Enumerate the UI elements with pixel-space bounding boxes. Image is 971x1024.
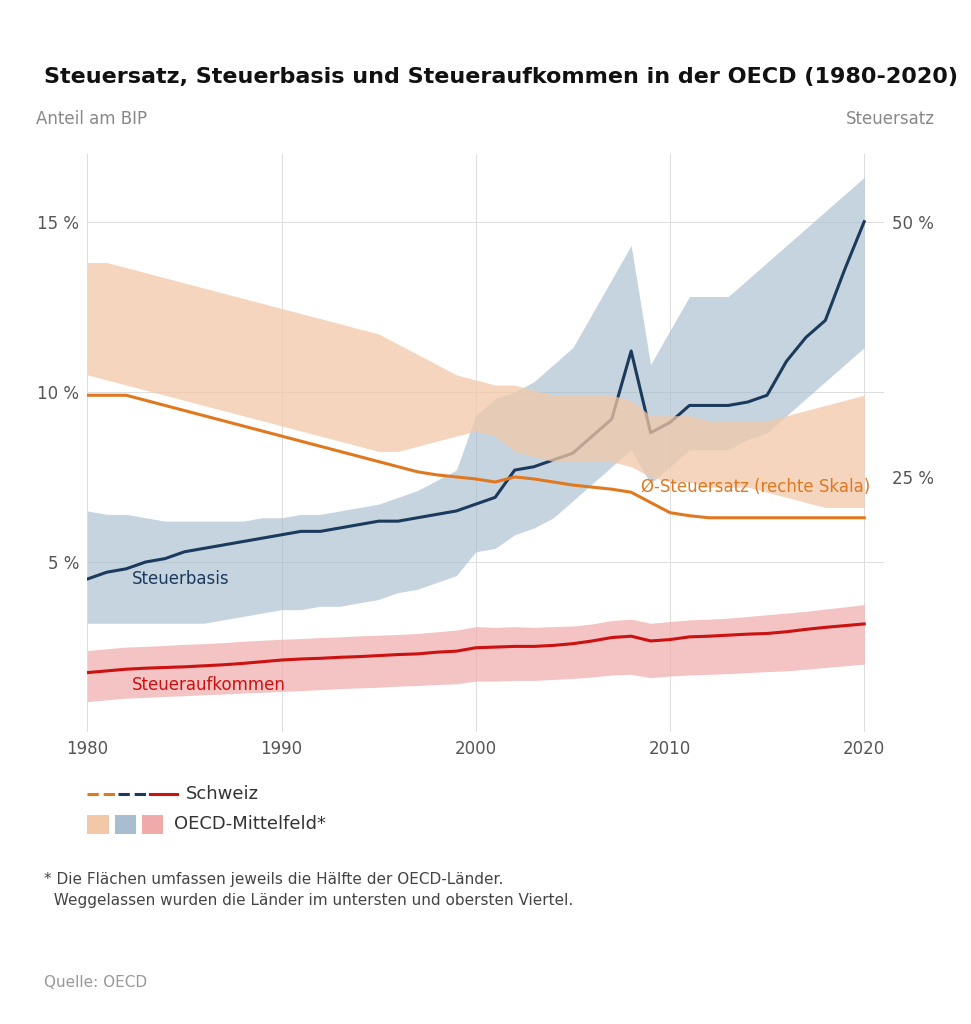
- Text: Ø-Steuersatz (rechte Skala): Ø-Steuersatz (rechte Skala): [641, 478, 870, 497]
- Bar: [87, 815, 109, 834]
- Text: Anteil am BIP: Anteil am BIP: [36, 110, 147, 128]
- Bar: [142, 815, 163, 834]
- Text: Steuersatz, Steuerbasis und Steueraufkommen in der OECD (1980-2020): Steuersatz, Steuerbasis und Steueraufkom…: [44, 67, 957, 87]
- Text: Steuersatz: Steuersatz: [847, 110, 935, 128]
- Text: Steueraufkommen: Steueraufkommen: [132, 676, 285, 694]
- Text: OECD-Mittelfeld*: OECD-Mittelfeld*: [174, 815, 326, 834]
- Text: * Die Flächen umfassen jeweils die Hälfte der OECD-Länder.
  Weggelassen wurden : * Die Flächen umfassen jeweils die Hälft…: [44, 872, 573, 908]
- Bar: [115, 815, 136, 834]
- Text: Steuerbasis: Steuerbasis: [132, 570, 230, 588]
- Text: Schweiz: Schweiz: [185, 784, 258, 803]
- Text: Quelle: OECD: Quelle: OECD: [44, 975, 147, 990]
